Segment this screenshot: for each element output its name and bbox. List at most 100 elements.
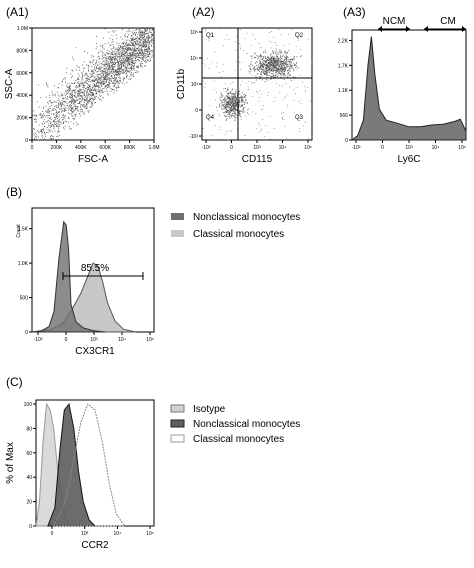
- a1-event: [107, 84, 109, 86]
- a1-event: [106, 88, 107, 90]
- a1-event: [47, 101, 48, 103]
- a1-event: [139, 55, 141, 57]
- a2-event: [249, 65, 251, 67]
- a2-event: [280, 69, 281, 71]
- a2-xlabel: CD115: [242, 154, 273, 165]
- a2-event: [228, 113, 229, 115]
- a1-event: [94, 85, 96, 87]
- a2-event: [238, 102, 239, 104]
- a1-event: [137, 66, 139, 68]
- a2-event: [225, 116, 226, 117]
- a1-event: [136, 70, 138, 72]
- a1-ylabel: SSC-A: [4, 68, 15, 99]
- a2-event: [207, 58, 208, 59]
- a1-event: [144, 30, 146, 31]
- a1-event: [144, 65, 146, 67]
- a2-event: [230, 103, 232, 105]
- a1-event: [125, 33, 127, 35]
- a1-event: [96, 83, 97, 85]
- a2-event: [277, 76, 278, 77]
- a1-event: [127, 53, 128, 55]
- a1-event: [97, 56, 99, 58]
- a2-event: [262, 72, 264, 74]
- a2-event: [226, 97, 228, 99]
- a1-event: [80, 82, 81, 84]
- a1-event: [102, 73, 104, 75]
- a1-event: [148, 37, 150, 39]
- a1-event: [110, 60, 112, 62]
- a1-event: [89, 61, 91, 63]
- a2-event: [270, 60, 272, 61]
- a2-event: [240, 97, 241, 99]
- a1-event: [152, 35, 154, 36]
- a2-event: [215, 99, 216, 101]
- a1-xticks: 0 200K 400K 600K 800K 1.0M: [31, 140, 160, 151]
- a1-event: [127, 44, 128, 46]
- a1-event: [135, 53, 137, 55]
- b-legend-label-classical: Classical monocytes: [193, 229, 284, 240]
- a2-event: [292, 59, 294, 61]
- a2-event: [222, 102, 224, 103]
- a1-event: [138, 50, 139, 51]
- a1-event: [55, 109, 57, 110]
- a2-event: [291, 80, 293, 82]
- a2-event: [289, 61, 291, 62]
- a1-event: [84, 82, 86, 84]
- a2-event: [289, 74, 291, 76]
- a1-event: [111, 57, 113, 59]
- a1-event: [118, 56, 120, 58]
- a2-event: [258, 70, 260, 72]
- a1-event: [122, 62, 124, 64]
- a2-event: [280, 74, 282, 76]
- a1-event: [59, 124, 61, 126]
- a2-event: [228, 105, 230, 107]
- a2-event: [274, 59, 275, 61]
- a1-event: [132, 60, 134, 62]
- a1-event: [101, 63, 102, 64]
- a1-event: [127, 57, 129, 59]
- a2-event: [214, 80, 215, 82]
- a2-event: [273, 76, 275, 78]
- a1-event: [90, 97, 92, 99]
- a2-event: [236, 98, 237, 100]
- a1-event: [120, 46, 122, 47]
- a1-event: [134, 52, 136, 54]
- a2-event: [279, 72, 281, 74]
- a1-event: [104, 77, 106, 79]
- a2-event: [260, 61, 262, 63]
- a1-event: [78, 83, 80, 84]
- a2-event: [277, 56, 278, 57]
- a2-event: [277, 53, 279, 55]
- chart-a2: Q1 Q2 Q3 Q4 -10³ 0 10³ 10⁴ 10⁵ -10³010³10⁴10…: [176, 27, 313, 165]
- a2-event: [259, 43, 260, 44]
- a1-event: [112, 39, 113, 41]
- a1-event: [58, 102, 60, 104]
- a2-event: [251, 55, 253, 57]
- a1-event: [63, 101, 65, 103]
- a1-event: [132, 67, 134, 69]
- a1-event: [62, 80, 63, 82]
- a2-event: [228, 104, 229, 106]
- a1-event: [92, 98, 94, 99]
- a2-event: [231, 108, 233, 110]
- a2-event: [287, 65, 289, 67]
- b-yticks-label: 1.0K: [18, 261, 29, 267]
- a1-event: [135, 41, 137, 43]
- a1-event: [112, 40, 114, 42]
- a1-event: [136, 52, 138, 54]
- a1-event: [96, 76, 98, 78]
- a2-event: [231, 106, 232, 108]
- a1-event: [109, 83, 111, 85]
- a1-event: [135, 42, 136, 44]
- a2-event: [235, 98, 237, 100]
- a1-event: [49, 129, 51, 131]
- a1-event: [120, 47, 122, 49]
- a1-event: [113, 67, 115, 69]
- a2-event: [271, 60, 273, 62]
- a1-event: [70, 95, 72, 97]
- a1-event: [141, 32, 142, 33]
- a2-event: [271, 63, 273, 64]
- a1-event: [100, 95, 102, 97]
- a1-event: [99, 83, 101, 85]
- a1-event: [118, 52, 120, 54]
